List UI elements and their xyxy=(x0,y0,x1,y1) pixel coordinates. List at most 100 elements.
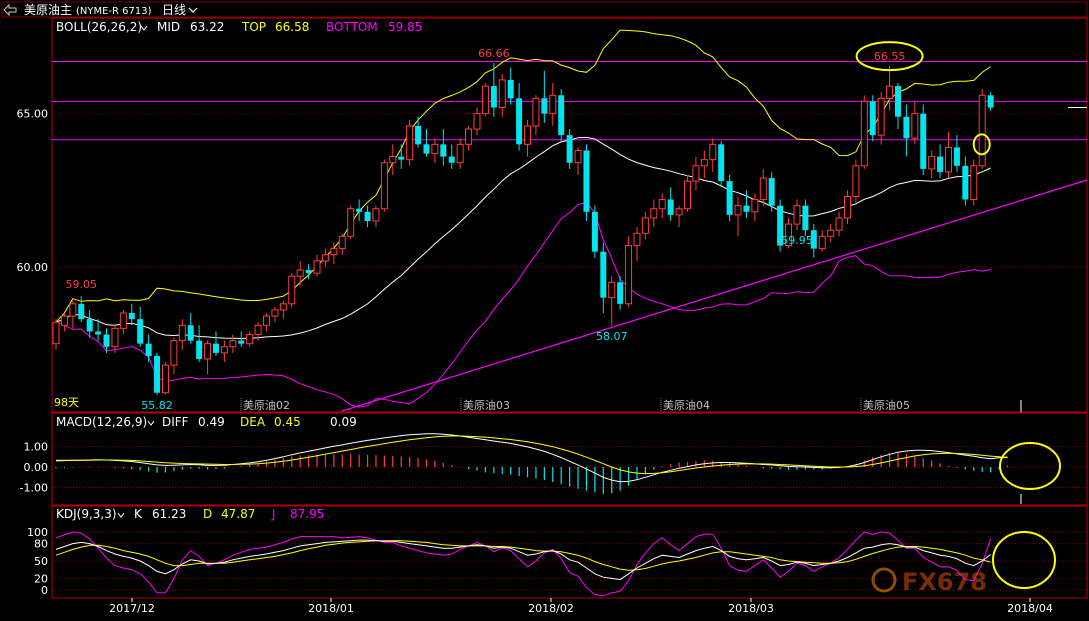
candle-body xyxy=(296,269,304,277)
candle-body xyxy=(962,165,969,200)
price-panel: 美原油02 美原油03 美原油04 美原油05 98天 59.05 55.82 66.66 58… xyxy=(52,29,1088,412)
header: 美原油主 (NYME-R 6713) 日线 xyxy=(1,1,1088,18)
highlight-ellipse xyxy=(999,442,1061,490)
candle-body xyxy=(549,94,557,115)
candle-body xyxy=(507,79,514,99)
candle-body xyxy=(161,364,169,394)
candle-body xyxy=(768,178,775,206)
candle-body xyxy=(583,150,590,212)
watermark-text: FX678 xyxy=(902,568,987,596)
candle-body xyxy=(187,325,194,341)
candle-body xyxy=(481,85,489,115)
candle-body xyxy=(937,156,944,172)
candle-body xyxy=(684,180,691,210)
candle-body xyxy=(415,125,422,145)
candle-body xyxy=(667,199,674,215)
fx678-logo-icon xyxy=(871,567,897,593)
candle-body xyxy=(338,235,346,250)
kdj-y-tick: 50 xyxy=(34,555,48,568)
candle-body xyxy=(347,208,355,237)
boll-indicator-name[interactable]: BOLL(26,26,2) xyxy=(56,20,142,34)
candle-body xyxy=(953,147,960,166)
candle-body xyxy=(440,144,447,157)
candle-body xyxy=(860,100,868,167)
boll-legend: BOLL(26,26,2) MID 63.22 TOP 66.58 BOTTOM… xyxy=(56,20,422,34)
candle-body xyxy=(877,97,885,136)
macd-y-tick: -1.00 xyxy=(20,482,48,495)
macd-dea-value: 0.45 xyxy=(274,415,301,429)
chevron-down-icon[interactable] xyxy=(117,512,125,518)
candle-body xyxy=(852,165,860,197)
candle-body xyxy=(380,162,388,210)
kdj-d-value: 47.87 xyxy=(221,507,255,521)
candle-body xyxy=(288,275,296,305)
candle-body xyxy=(145,343,152,356)
candle-body xyxy=(600,251,607,298)
candle-body xyxy=(625,245,633,305)
kdj-d-label: D xyxy=(203,507,212,521)
boll-bottom-line xyxy=(55,201,991,408)
candle-body xyxy=(220,346,228,354)
x-axis-label: 2018/02 xyxy=(528,602,574,615)
period-selector[interactable]: 日线 xyxy=(162,3,186,17)
candle-body xyxy=(263,315,270,326)
candle-body xyxy=(372,208,380,222)
candle-body xyxy=(111,327,119,348)
chevron-down-icon[interactable] xyxy=(140,25,148,31)
candle-body xyxy=(751,199,759,213)
candle-body xyxy=(456,143,464,164)
panel-frames xyxy=(51,17,1088,599)
chevron-down-icon[interactable] xyxy=(188,7,198,13)
x-axis-label: 2018/04 xyxy=(1007,602,1053,615)
candle-body xyxy=(516,98,523,145)
candle-body xyxy=(869,101,876,136)
kdj-k-label: K xyxy=(134,507,143,521)
trend-line xyxy=(341,179,1088,412)
chevron-down-icon[interactable] xyxy=(147,420,155,426)
candle-body xyxy=(895,86,901,117)
x-axis-label: 2018/03 xyxy=(728,602,774,615)
candle-body xyxy=(785,223,793,247)
candle-body xyxy=(591,211,598,252)
highlight-ellipse xyxy=(972,133,991,156)
fx678-watermark: FX678 xyxy=(871,567,987,596)
boll-mid-line xyxy=(55,136,991,340)
macd-dea-label: DEA xyxy=(240,415,266,429)
candle-body xyxy=(95,331,102,335)
candle-body xyxy=(692,165,700,182)
candle-body xyxy=(238,340,245,344)
highlight-ellipse xyxy=(992,531,1056,589)
kdj-j-value: 87.95 xyxy=(290,507,324,521)
price-annotation: 59.95 xyxy=(781,234,813,247)
macd-diff-value: 0.49 xyxy=(198,415,225,429)
boll-mid-value: 63.22 xyxy=(190,20,224,34)
macd-panel xyxy=(55,400,1061,504)
back-arrow-icon[interactable] xyxy=(3,3,17,17)
kdj-indicator-name[interactable]: KDJ(9,3,3) xyxy=(56,507,117,521)
candle-body xyxy=(718,144,725,182)
price-annotation: 55.82 xyxy=(141,399,173,412)
candle-body xyxy=(448,156,455,163)
candle-body xyxy=(356,208,363,212)
macd-y-tick: 0.00 xyxy=(24,461,49,474)
symbol-code: (NYME-R 6713) xyxy=(76,6,152,17)
candle-body xyxy=(321,254,329,262)
candle-body xyxy=(835,217,843,231)
boll-top-label: TOP xyxy=(241,20,266,34)
candle-body xyxy=(970,165,978,201)
candle-body xyxy=(490,86,497,108)
candle-body xyxy=(246,333,254,345)
macd-indicator-name[interactable]: MACD(12,26,9) xyxy=(56,415,147,429)
price-annotation: 59.05 xyxy=(66,278,98,291)
candle-body xyxy=(279,303,287,311)
candle-body xyxy=(928,156,936,170)
kdj-y-tick: 100 xyxy=(27,526,48,539)
candle-body xyxy=(650,208,658,219)
macd-y-tick: 1.00 xyxy=(24,441,49,454)
candle-body xyxy=(759,177,767,201)
candle-body xyxy=(734,205,742,216)
symbol-name: 美原油主 xyxy=(24,3,72,17)
